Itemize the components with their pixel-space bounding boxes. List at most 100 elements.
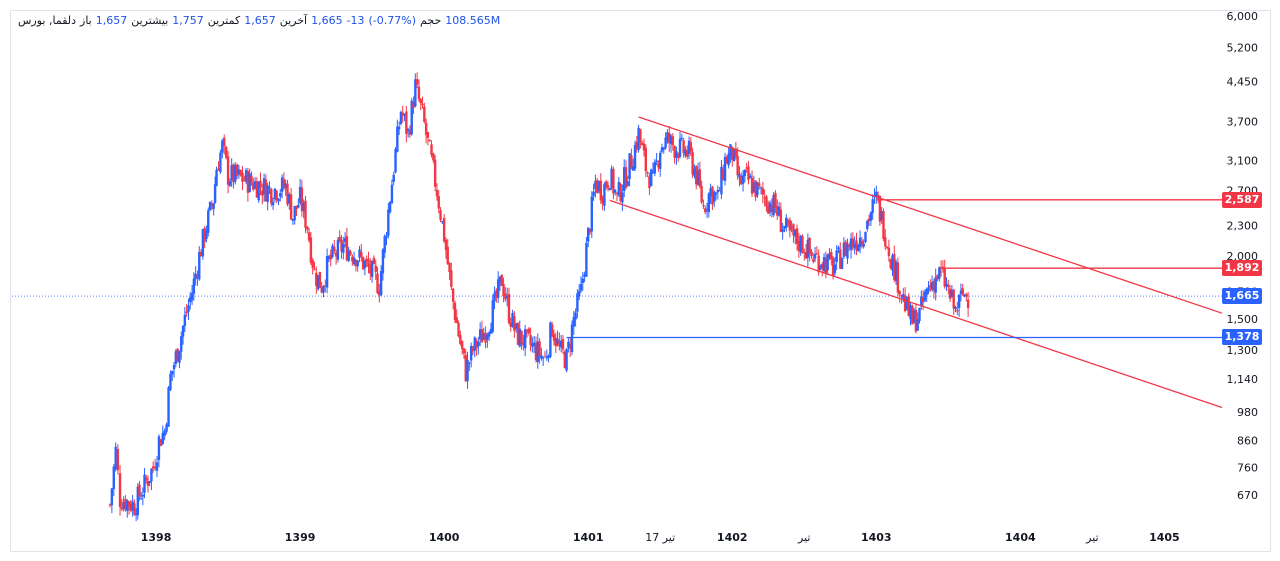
candle-body xyxy=(459,335,462,344)
candle-body xyxy=(822,257,826,271)
candle-body xyxy=(849,238,853,250)
candle-body xyxy=(226,156,230,185)
candle-body xyxy=(930,282,934,290)
candle-body xyxy=(549,322,552,357)
candle-body xyxy=(547,355,550,358)
candle-body xyxy=(738,174,741,178)
candle-body xyxy=(907,296,910,316)
candle-body xyxy=(212,203,215,209)
candle-body xyxy=(709,188,712,197)
candle-body xyxy=(415,79,419,85)
candle-body xyxy=(180,336,183,352)
candle-body xyxy=(217,168,220,171)
candle-body xyxy=(635,142,639,149)
candle-body xyxy=(266,185,269,202)
candle-body xyxy=(462,348,466,354)
candle-body xyxy=(965,294,968,297)
candle-body xyxy=(304,200,307,228)
candle-body xyxy=(417,86,421,100)
candle-body xyxy=(585,243,588,277)
y-tick-label: 1,500 xyxy=(1227,313,1259,326)
candle-body xyxy=(475,340,478,349)
candle-body xyxy=(174,351,178,364)
candle-body xyxy=(786,220,790,223)
y-tick-label: 3,700 xyxy=(1227,116,1259,129)
legend-high-value: 1,757 xyxy=(172,14,204,27)
candle-body xyxy=(205,230,208,239)
candle-body xyxy=(505,295,509,298)
candle-body xyxy=(516,322,520,345)
candle-body xyxy=(810,251,813,256)
candle-body xyxy=(114,446,117,470)
candle-body xyxy=(316,275,320,290)
candle-body xyxy=(806,239,810,258)
candle-body xyxy=(615,192,619,194)
candle-body xyxy=(943,267,946,287)
candle-body xyxy=(711,186,714,205)
candle-body xyxy=(196,274,199,278)
candle-body xyxy=(570,324,574,353)
candle-body xyxy=(916,319,919,331)
candle-body xyxy=(666,132,669,140)
candle-body xyxy=(307,232,311,241)
candle-body xyxy=(401,112,404,116)
candle-body xyxy=(203,228,206,242)
candle-body xyxy=(781,229,784,232)
legend-open-value: 1,657 xyxy=(95,14,128,27)
candle-body xyxy=(878,195,882,222)
candle-body xyxy=(864,232,867,243)
candle-body xyxy=(444,239,448,250)
candle-body xyxy=(228,181,232,186)
channel-upper-line xyxy=(638,116,1223,314)
candle-body xyxy=(875,191,878,197)
candle-body xyxy=(657,163,660,168)
candle-body xyxy=(482,333,485,340)
candle-body xyxy=(788,219,792,231)
candle-body xyxy=(911,305,914,325)
candle-body xyxy=(758,183,761,186)
candle-body xyxy=(148,480,151,483)
candle-body xyxy=(624,167,628,188)
candle-body xyxy=(120,507,124,510)
candle-body xyxy=(514,323,518,329)
candle-body xyxy=(855,240,858,250)
candle-body xyxy=(336,239,340,260)
candle-body xyxy=(250,175,253,184)
x-tick-label: 1405 xyxy=(1149,531,1180,544)
candle-body xyxy=(262,178,266,194)
candle-body xyxy=(270,188,273,204)
candle-body xyxy=(532,342,536,347)
candle-body xyxy=(642,143,646,151)
candle-body xyxy=(606,185,610,189)
candle-body xyxy=(889,259,892,269)
candle-body xyxy=(522,341,525,346)
candle-body xyxy=(441,220,444,223)
candle-body xyxy=(644,147,648,172)
candle-body xyxy=(394,149,397,173)
candle-body xyxy=(747,166,750,180)
candle-body xyxy=(432,153,435,161)
candle-body xyxy=(235,164,239,176)
candle-body xyxy=(345,236,349,261)
legend-symbol[interactable]: دلقما, بورس xyxy=(18,14,77,27)
candle-body xyxy=(189,297,192,303)
candle-body xyxy=(187,305,190,312)
candle-body xyxy=(862,243,865,247)
candle-body xyxy=(592,191,595,197)
candle-body xyxy=(902,294,905,299)
candle-body xyxy=(727,153,730,166)
candle-body xyxy=(957,294,961,309)
candle-body xyxy=(176,348,179,362)
legend-change: -13 xyxy=(346,14,365,27)
candle-body xyxy=(963,294,966,297)
candle-body xyxy=(550,324,554,337)
candle-body xyxy=(637,127,640,151)
candle-body xyxy=(116,449,120,471)
candle-body xyxy=(698,169,702,187)
candle-body xyxy=(900,295,903,297)
candle-body xyxy=(632,166,635,171)
candle-body xyxy=(952,289,955,309)
candle-body xyxy=(215,169,218,187)
candle-body xyxy=(938,267,941,280)
